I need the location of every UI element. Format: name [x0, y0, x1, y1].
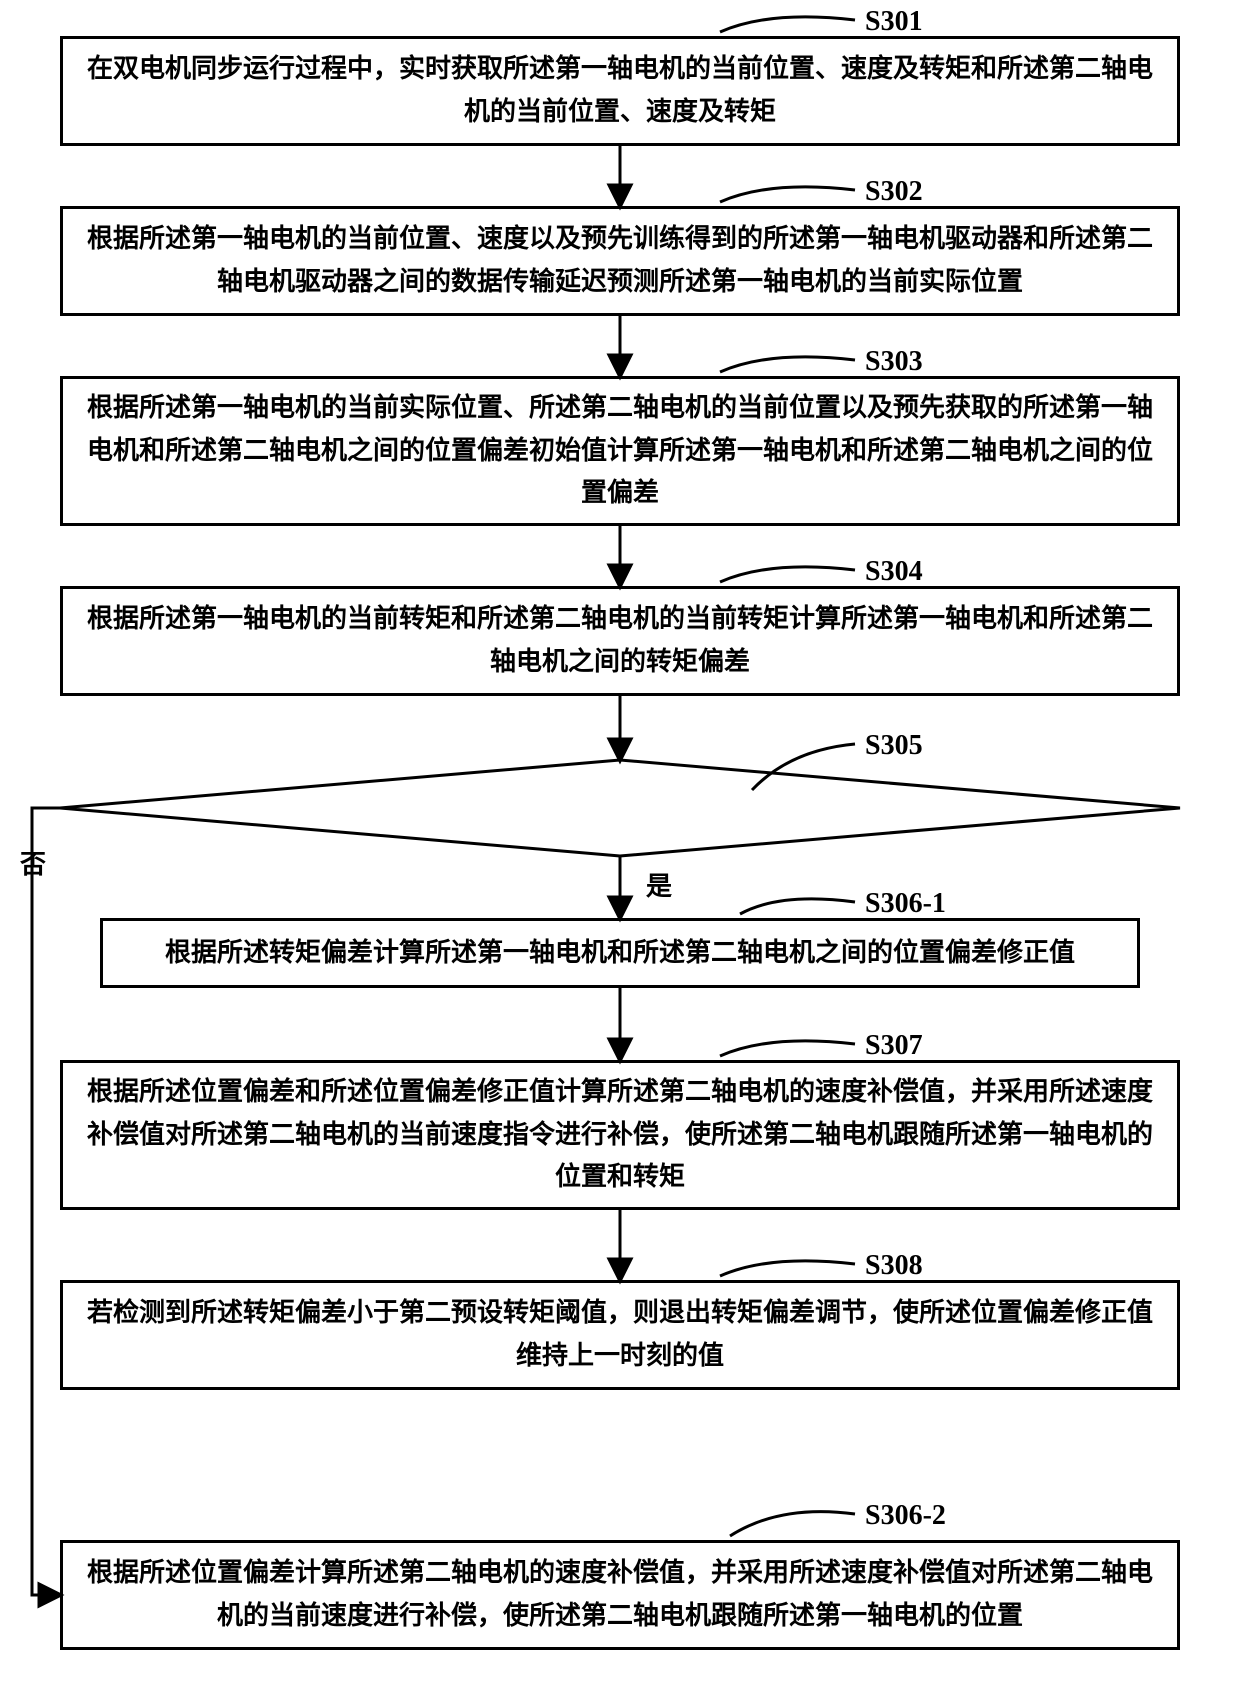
label-s307: S307 [865, 1030, 923, 1062]
edge-label-no: 否 [20, 844, 46, 881]
pointer-s308 [720, 1261, 855, 1276]
flowchart-canvas: 在双电机同步运行过程中，实时获取所述第一轴电机的当前位置、速度及转矩和所述第二轴… [0, 0, 1240, 1681]
label-s301: S301 [865, 6, 923, 38]
node-s307-text: 根据所述位置偏差和所述位置偏差修正值计算所述第二轴电机的速度补偿值，并采用所述速… [81, 1071, 1159, 1200]
edge-s305-s306-2 [32, 808, 60, 1595]
node-s302: 根据所述第一轴电机的当前位置、速度以及预先训练得到的所述第一轴电机驱动器和所述第… [60, 206, 1180, 316]
node-s306-2-text: 根据所述位置偏差计算所述第二轴电机的速度补偿值，并采用所述速度补偿值对所述第二轴… [81, 1552, 1159, 1638]
label-s302: S302 [865, 176, 923, 208]
node-s305-text: 判断所述转矩偏差是否超过第一预设转矩阈值 [360, 796, 880, 825]
pointer-s304 [720, 567, 855, 582]
pointer-s302 [720, 187, 855, 202]
node-s305-text-wrap: 判断所述转矩偏差是否超过第一预设转矩阈值 [270, 790, 970, 827]
node-s306-1: 根据所述转矩偏差计算所述第一轴电机和所述第二轴电机之间的位置偏差修正值 [100, 918, 1140, 988]
node-s303-text: 根据所述第一轴电机的当前实际位置、所述第二轴电机的当前位置以及预先获取的所述第一… [81, 387, 1159, 516]
node-s303: 根据所述第一轴电机的当前实际位置、所述第二轴电机的当前位置以及预先获取的所述第一… [60, 376, 1180, 526]
node-s308-text: 若检测到所述转矩偏差小于第二预设转矩阈值，则退出转矩偏差调节，使所述位置偏差修正… [81, 1292, 1159, 1378]
edge-label-yes: 是 [646, 866, 672, 903]
node-s306-1-text: 根据所述转矩偏差计算所述第一轴电机和所述第二轴电机之间的位置偏差修正值 [165, 932, 1075, 975]
label-s303: S303 [865, 346, 923, 378]
pointer-s306-1 [740, 899, 855, 914]
node-s308: 若检测到所述转矩偏差小于第二预设转矩阈值，则退出转矩偏差调节，使所述位置偏差修正… [60, 1280, 1180, 1390]
pointer-s306-2 [730, 1512, 855, 1536]
label-s305: S305 [865, 730, 923, 762]
pointer-s307 [720, 1041, 855, 1056]
node-s307: 根据所述位置偏差和所述位置偏差修正值计算所述第二轴电机的速度补偿值，并采用所述速… [60, 1060, 1180, 1210]
node-s306-2: 根据所述位置偏差计算所述第二轴电机的速度补偿值，并采用所述速度补偿值对所述第二轴… [60, 1540, 1180, 1650]
node-s304: 根据所述第一轴电机的当前转矩和所述第二轴电机的当前转矩计算所述第一轴电机和所述第… [60, 586, 1180, 696]
node-s301: 在双电机同步运行过程中，实时获取所述第一轴电机的当前位置、速度及转矩和所述第二轴… [60, 36, 1180, 146]
label-s304: S304 [865, 556, 923, 588]
pointer-s303 [720, 357, 855, 372]
node-s301-text: 在双电机同步运行过程中，实时获取所述第一轴电机的当前位置、速度及转矩和所述第二轴… [81, 48, 1159, 134]
node-s304-text: 根据所述第一轴电机的当前转矩和所述第二轴电机的当前转矩计算所述第一轴电机和所述第… [81, 598, 1159, 684]
label-s306-1: S306-1 [865, 888, 946, 920]
node-s302-text: 根据所述第一轴电机的当前位置、速度以及预先训练得到的所述第一轴电机驱动器和所述第… [81, 218, 1159, 304]
label-s306-2: S306-2 [865, 1500, 946, 1532]
pointer-s305 [752, 744, 855, 790]
label-s308: S308 [865, 1250, 923, 1282]
pointer-s301 [720, 17, 855, 32]
